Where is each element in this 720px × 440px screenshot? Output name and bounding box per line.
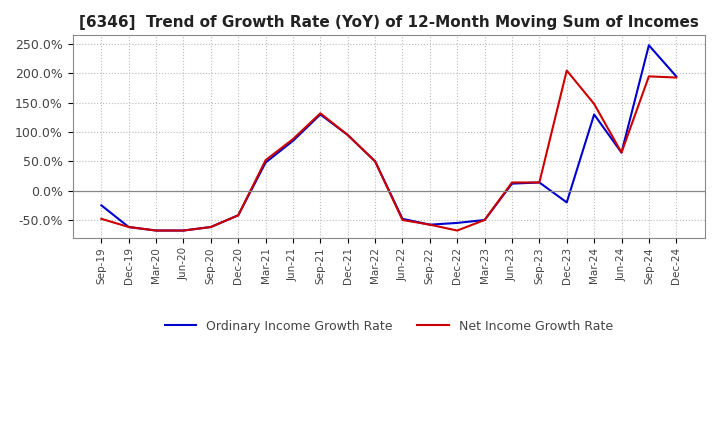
Ordinary Income Growth Rate <box>617 150 626 155</box>
Net Income Growth Rate <box>207 224 215 230</box>
Ordinary Income Growth Rate <box>343 132 352 138</box>
Net Income Growth Rate <box>644 74 653 79</box>
Net Income Growth Rate <box>535 180 544 185</box>
Ordinary Income Growth Rate <box>316 112 325 117</box>
Net Income Growth Rate <box>426 222 434 227</box>
Net Income Growth Rate <box>261 158 270 163</box>
Ordinary Income Growth Rate <box>289 138 297 143</box>
Net Income Growth Rate <box>343 132 352 138</box>
Ordinary Income Growth Rate <box>453 220 462 226</box>
Net Income Growth Rate <box>453 228 462 233</box>
Net Income Growth Rate <box>125 224 133 230</box>
Ordinary Income Growth Rate <box>179 228 188 233</box>
Net Income Growth Rate <box>508 180 516 185</box>
Ordinary Income Growth Rate <box>508 181 516 186</box>
Net Income Growth Rate <box>371 159 379 164</box>
Net Income Growth Rate <box>152 228 161 233</box>
Title: [6346]  Trend of Growth Rate (YoY) of 12-Month Moving Sum of Incomes: [6346] Trend of Growth Rate (YoY) of 12-… <box>79 15 698 30</box>
Ordinary Income Growth Rate <box>371 159 379 164</box>
Net Income Growth Rate <box>97 216 106 221</box>
Legend: Ordinary Income Growth Rate, Net Income Growth Rate: Ordinary Income Growth Rate, Net Income … <box>160 315 618 337</box>
Ordinary Income Growth Rate <box>480 217 489 223</box>
Ordinary Income Growth Rate <box>535 180 544 185</box>
Ordinary Income Growth Rate <box>97 203 106 208</box>
Net Income Growth Rate <box>179 228 188 233</box>
Ordinary Income Growth Rate <box>562 200 571 205</box>
Net Income Growth Rate <box>672 75 680 80</box>
Net Income Growth Rate <box>316 110 325 116</box>
Ordinary Income Growth Rate <box>261 160 270 165</box>
Ordinary Income Growth Rate <box>125 224 133 230</box>
Ordinary Income Growth Rate <box>590 112 598 117</box>
Net Income Growth Rate <box>480 217 489 223</box>
Net Income Growth Rate <box>234 213 243 218</box>
Ordinary Income Growth Rate <box>644 43 653 48</box>
Ordinary Income Growth Rate <box>672 74 680 79</box>
Ordinary Income Growth Rate <box>234 213 243 218</box>
Line: Ordinary Income Growth Rate: Ordinary Income Growth Rate <box>102 45 676 231</box>
Ordinary Income Growth Rate <box>152 228 161 233</box>
Ordinary Income Growth Rate <box>426 222 434 227</box>
Ordinary Income Growth Rate <box>398 216 407 221</box>
Net Income Growth Rate <box>289 136 297 142</box>
Net Income Growth Rate <box>562 68 571 73</box>
Net Income Growth Rate <box>398 217 407 223</box>
Line: Net Income Growth Rate: Net Income Growth Rate <box>102 70 676 231</box>
Net Income Growth Rate <box>590 101 598 106</box>
Net Income Growth Rate <box>617 150 626 155</box>
Ordinary Income Growth Rate <box>207 224 215 230</box>
